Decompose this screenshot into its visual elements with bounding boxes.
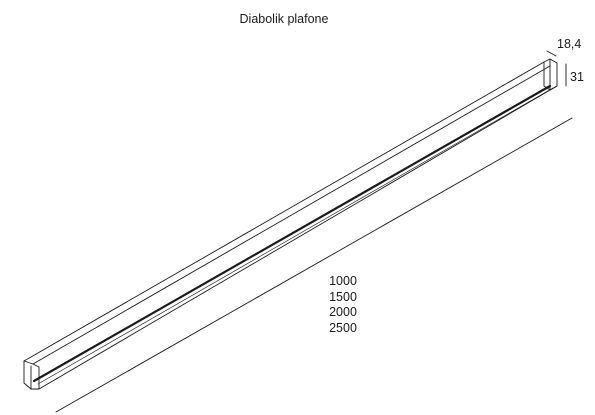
profile-top-edge bbox=[23, 61, 545, 362]
profile-diffuser-line bbox=[32, 84, 552, 383]
length-option: 2000 bbox=[329, 305, 357, 319]
length-option: 1500 bbox=[329, 289, 357, 304]
drawing-title: Diabolik plafone bbox=[239, 12, 329, 26]
width-dimension-label: 18,4 bbox=[557, 37, 582, 51]
height-dimension-label: 31 bbox=[570, 70, 584, 84]
length-options: 1000 1500 2000 2500 bbox=[318, 274, 368, 336]
profile-diffuser-inner bbox=[37, 87, 554, 385]
profile-bottom-edge bbox=[38, 85, 558, 390]
width-dimension-leader bbox=[546, 50, 557, 57]
length-dimension-line bbox=[55, 117, 573, 413]
profile-upper-edge bbox=[32, 65, 551, 365]
length-option: 1000 bbox=[329, 274, 357, 288]
length-option: 2500 bbox=[329, 320, 357, 335]
profile-end-cap-near bbox=[23, 360, 40, 390]
